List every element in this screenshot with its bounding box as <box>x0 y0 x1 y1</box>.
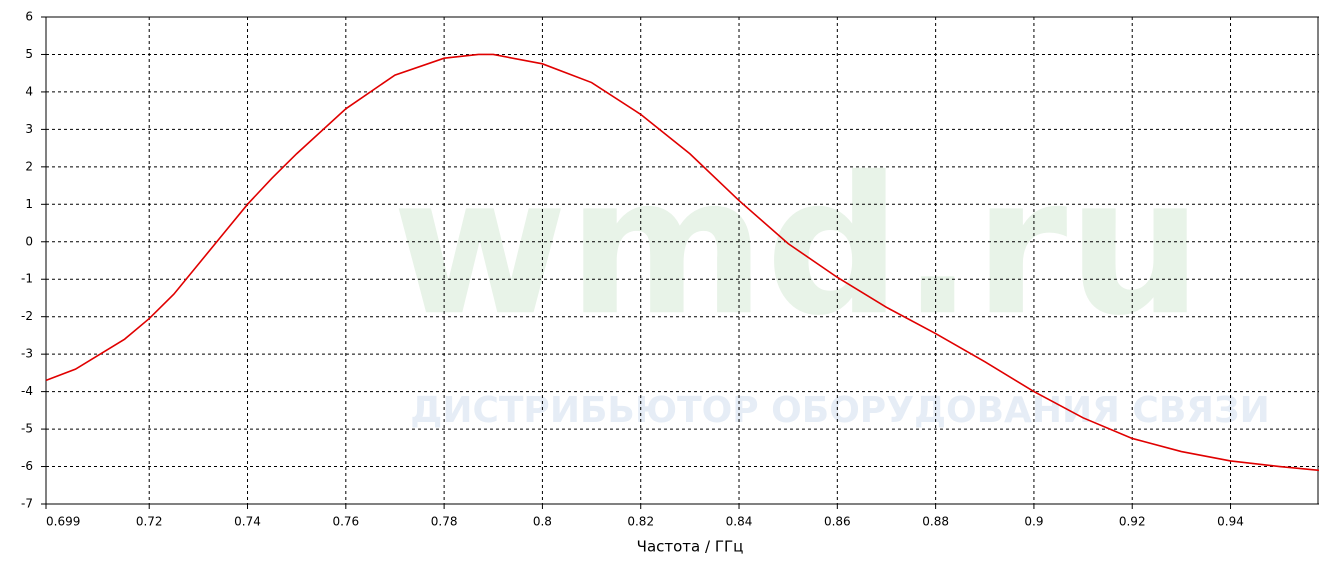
y-tick-label: 3 <box>25 122 33 136</box>
y-tick-label: -3 <box>21 347 33 361</box>
x-tick-label: 0.82 <box>627 515 654 529</box>
y-tick-label: 2 <box>25 159 33 173</box>
x-tick-label: 0.8 <box>533 515 552 529</box>
data-line <box>45 53 1319 472</box>
y-tick-label: -5 <box>21 422 33 436</box>
x-tick-label: 0.92 <box>1119 515 1146 529</box>
x-tick-label: 0.74 <box>234 515 261 529</box>
x-tick-label: 0.699 <box>46 515 80 529</box>
y-tick-label: 1 <box>25 197 33 211</box>
y-tick-label: -4 <box>21 384 33 398</box>
watermark-slogan: ДИСТРИБЬЮТОР ОБОРУДОВАНИЯ СВЯЗИ <box>410 390 1269 431</box>
y-tick-label: -1 <box>21 272 33 286</box>
x-tick-label: 0.78 <box>431 515 458 529</box>
x-tick-label: 0.72 <box>136 515 163 529</box>
y-tick-label: 6 <box>25 10 33 24</box>
x-tick-label: 0.76 <box>332 515 359 529</box>
x-axis-label: Частота / ГГц <box>637 538 744 556</box>
plot-frame <box>45 16 1319 505</box>
x-tick-label: 0.94 <box>1217 515 1244 529</box>
y-tick-label: 5 <box>25 47 33 61</box>
x-tick-label: 0.9 <box>1024 515 1043 529</box>
y-tick-label: -2 <box>21 309 33 323</box>
y-tick-label: 4 <box>25 84 33 98</box>
y-tick-label: -7 <box>21 497 33 511</box>
x-tick-label: 0.88 <box>922 515 949 529</box>
watermark-logo: wmd.ru <box>392 136 1203 357</box>
x-tick-label: 0.86 <box>824 515 851 529</box>
y-tick-label: -6 <box>21 459 33 473</box>
y-tick-label: 0 <box>25 234 33 248</box>
x-tick-label: 0.84 <box>726 515 753 529</box>
